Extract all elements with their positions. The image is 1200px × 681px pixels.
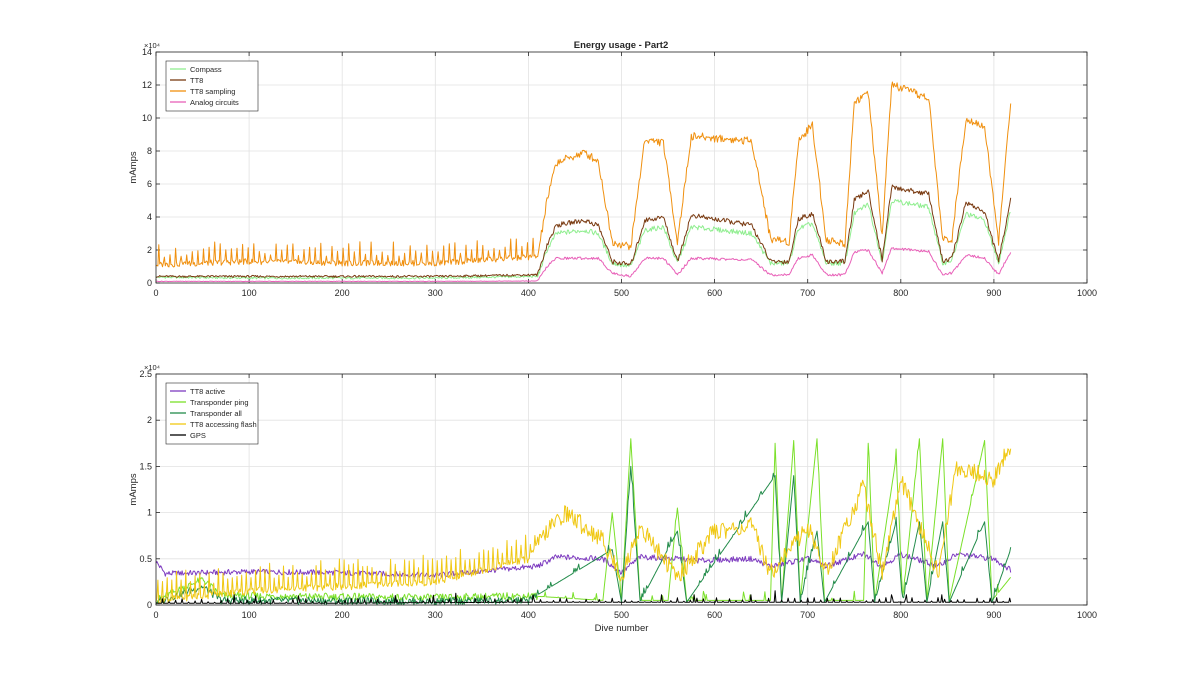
x-tick-label: 500 xyxy=(614,288,629,298)
x-tick-label: 600 xyxy=(707,610,722,620)
axes-frame xyxy=(155,51,1088,284)
series-line-tt8-accessing-flash xyxy=(155,448,1012,604)
bottom-plot: 0 100 200 300 400 500 600 700 800 900 1000 0 0.5 1 1.5… xyxy=(128,363,1097,634)
axes-frame xyxy=(155,373,1088,606)
y-tick-label: 14 xyxy=(142,47,152,57)
x-tick-label: 0 xyxy=(153,288,158,298)
x-axis-label: Dive number xyxy=(595,623,649,634)
legend: TT8 active Transponder ping Transponder al… xyxy=(165,382,259,445)
y-tick-label: 8 xyxy=(147,146,152,156)
legend-box xyxy=(165,382,259,445)
y-tick-label: 0.5 xyxy=(139,554,152,564)
legend-label: TT8 sampling xyxy=(190,87,235,96)
y-tick-label: 2.5 xyxy=(139,369,152,379)
y-tick-label: 12 xyxy=(142,80,152,90)
y-tick-label: 1 xyxy=(147,508,152,518)
x-tick-label: 500 xyxy=(614,610,629,620)
x-tick-label: 800 xyxy=(893,288,908,298)
series-line-tt8 xyxy=(155,184,1012,278)
x-tick-label: 1000 xyxy=(1077,288,1097,298)
x-tick-label: 900 xyxy=(986,288,1001,298)
series-line-analog-circuits xyxy=(155,247,1012,283)
series-line-transponder-all xyxy=(155,465,1012,606)
y-tick-label: 10 xyxy=(142,113,152,123)
y-tick-label: 0 xyxy=(147,278,152,288)
x-tick-label: 400 xyxy=(521,610,536,620)
legend-label: TT8 xyxy=(190,76,203,85)
y-exponent-label: ×10⁴ xyxy=(144,363,160,372)
top-plot: 0 100 200 300 400 500 600 700 800 900 1000 0 2 4 6 8 10 1… xyxy=(128,41,1097,298)
x-tick-label: 400 xyxy=(521,288,536,298)
x-tick-label: 100 xyxy=(242,610,257,620)
x-tick-label: 800 xyxy=(893,610,908,620)
x-tick-label: 700 xyxy=(800,610,815,620)
y-tick-label: 4 xyxy=(147,212,152,222)
y-tick-label: 2 xyxy=(147,245,152,255)
figure-title: Energy usage - Part2 xyxy=(574,40,669,51)
legend-label: Analog circuits xyxy=(190,98,239,107)
x-tick-label: 200 xyxy=(335,288,350,298)
y-tick-label: 0 xyxy=(147,600,152,610)
x-tick-label: 300 xyxy=(428,288,443,298)
x-tick-label: 0 xyxy=(153,610,158,620)
legend-label: TT8 accessing flash xyxy=(190,420,257,429)
y-axis-label: mAmps xyxy=(128,151,139,183)
x-tick-label: 300 xyxy=(428,610,443,620)
series-line-gps xyxy=(155,590,1012,604)
x-tick-label: 1000 xyxy=(1077,610,1097,620)
x-tick-label: 700 xyxy=(800,288,815,298)
y-tick-label: 2 xyxy=(147,415,152,425)
y-tick-label: 6 xyxy=(147,179,152,189)
y-tick-label: 1.5 xyxy=(139,461,152,471)
legend-label: Transponder all xyxy=(190,409,242,418)
y-axis-label: mAmps xyxy=(128,473,139,505)
series-line-tt8-sampling xyxy=(155,81,1012,268)
series-line-compass xyxy=(155,199,1011,280)
legend: Compass TT8 TT8 sampling Analog circuits xyxy=(165,60,259,112)
x-tick-label: 900 xyxy=(986,610,1001,620)
x-tick-label: 200 xyxy=(335,610,350,620)
legend-label: TT8 active xyxy=(190,387,225,396)
legend-label: Transponder ping xyxy=(190,398,249,407)
x-tick-label: 100 xyxy=(242,288,257,298)
x-tick-label: 600 xyxy=(707,288,722,298)
y-exponent-label: ×10⁴ xyxy=(144,41,160,50)
legend-label: GPS xyxy=(190,431,206,440)
series-line-tt8-active xyxy=(155,551,1012,578)
legend-label: Compass xyxy=(190,65,222,74)
